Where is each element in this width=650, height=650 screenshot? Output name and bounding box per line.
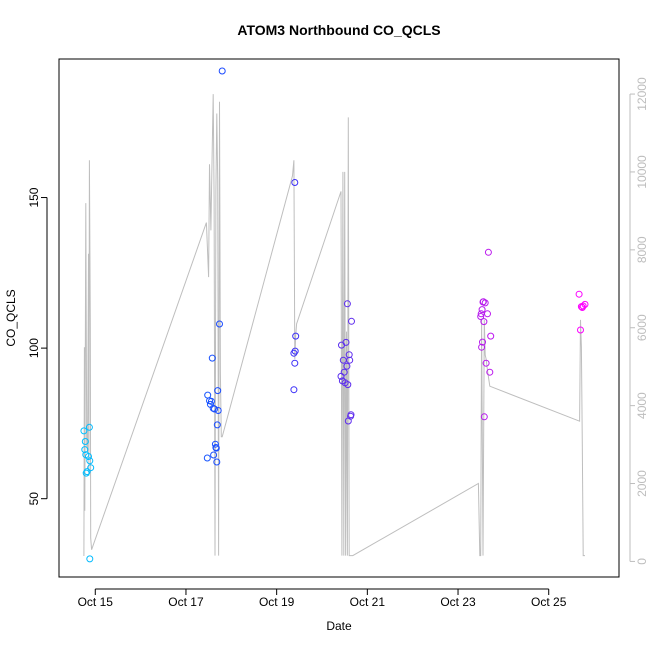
data-point (477, 313, 485, 320)
data-point (346, 356, 354, 364)
data-point (487, 332, 495, 340)
y-axis-label: CO_QCLS (4, 289, 18, 346)
data-point (207, 397, 215, 405)
data-point (208, 354, 216, 362)
y2-tick-label: 12000 (635, 77, 649, 111)
data-point (343, 300, 351, 308)
y2-tick-label: 8000 (635, 236, 649, 263)
secondary-line-series (83, 94, 585, 557)
data-point (87, 464, 95, 472)
x-tick-label: Oct 23 (440, 595, 476, 609)
data-point (348, 317, 355, 325)
y-tick-label: 100 (27, 338, 41, 358)
data-point (478, 306, 486, 314)
secondary-line-path (83, 94, 585, 557)
data-point (291, 359, 299, 367)
plot-border (58, 58, 620, 578)
data-point (204, 391, 212, 399)
y-tick-label: 150 (27, 187, 41, 207)
data-point (211, 405, 218, 413)
y2-tick-label: 4000 (635, 392, 649, 419)
x-axis-label: Date (326, 619, 352, 633)
data-point (85, 423, 93, 431)
data-point (218, 67, 226, 75)
x-tick-label: Oct 21 (350, 595, 386, 609)
y2-tick-label: 2000 (635, 470, 649, 497)
x-axis: Oct 15 Oct 17 Oct 19 Oct 21 Oct 23 Oct 25 (78, 588, 567, 609)
data-point (342, 338, 350, 346)
data-point (80, 427, 88, 435)
data-point (344, 381, 352, 389)
data-point (82, 469, 90, 477)
data-point (575, 290, 583, 298)
data-point (214, 407, 222, 414)
data-point (86, 555, 94, 563)
data-point (85, 453, 92, 460)
data-point (291, 347, 299, 355)
data-point (480, 318, 488, 326)
data-point (343, 362, 351, 370)
data-point (291, 179, 299, 186)
data-point (81, 446, 89, 454)
data-point (478, 343, 486, 351)
data-point (213, 421, 221, 429)
y-tick-label: 50 (27, 492, 41, 506)
data-point (481, 299, 489, 307)
data-point (292, 332, 300, 340)
y-axis-left: 50 100 150 (27, 187, 48, 506)
data-point (480, 413, 488, 421)
data-point (347, 411, 355, 419)
data-point (486, 368, 494, 376)
data-point (216, 320, 223, 328)
data-point (340, 368, 348, 376)
x-tick-label: Oct 25 (531, 595, 567, 609)
data-point (81, 438, 89, 445)
data-point (212, 444, 220, 452)
data-point (484, 310, 491, 318)
x-tick-label: Oct 17 (168, 595, 204, 609)
data-point (211, 440, 219, 448)
data-point (210, 451, 218, 459)
data-point (482, 359, 490, 367)
y-axis-right: 0 2000 4000 6000 8000 10000 12000 (629, 77, 649, 565)
data-point (203, 454, 211, 462)
data-point (579, 302, 587, 310)
y2-tick-label: 6000 (635, 314, 649, 341)
data-point (479, 298, 487, 306)
scatter-points (80, 67, 589, 563)
data-point (577, 326, 584, 334)
x-tick-label: Oct 15 (78, 595, 114, 609)
data-point (86, 457, 94, 465)
x-tick-label: Oct 19 (259, 595, 295, 609)
data-point (290, 386, 298, 394)
y2-tick-label: 0 (635, 558, 649, 565)
data-point (213, 458, 221, 466)
data-point (214, 387, 222, 395)
data-point (484, 248, 492, 256)
chart-title: ATOM3 Northbound CO_QCLS (237, 22, 440, 38)
y2-tick-label: 10000 (635, 155, 649, 189)
data-point (479, 338, 486, 346)
data-point (83, 468, 91, 476)
data-point (581, 300, 589, 308)
